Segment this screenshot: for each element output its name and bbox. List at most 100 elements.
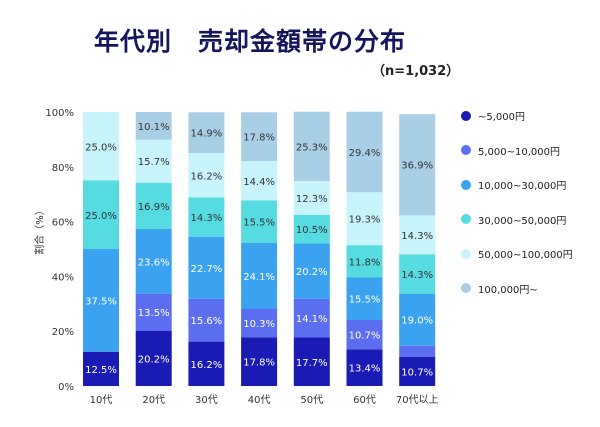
bar-segment [188,341,225,386]
legend-item: 5,000~10,000円 [461,143,573,158]
bar-segment [83,180,119,249]
data-label: 25.0% [85,142,117,153]
data-label: 14.1% [296,314,328,325]
data-label: 19.0% [401,316,433,327]
legend: ~5,000円 5,000~10,000円 10,000~30,000円 30,000… [461,108,573,316]
bar-segment [346,349,383,386]
data-label: 14.3% [401,270,433,281]
bar-segment [188,236,225,299]
bar-segment [135,182,172,229]
bar-segment [346,192,383,246]
data-label: 14.4% [243,177,275,188]
legend-swatch-icon [461,283,471,294]
bar-segment [241,200,278,243]
data-label: 19.3% [349,215,381,226]
data-label: 10.7% [349,331,381,342]
legend-item: 100,000円~ [461,281,573,296]
data-label: 10.5% [296,225,328,236]
bar-segment [188,153,225,198]
bar-segment [241,337,278,386]
data-label: 14.3% [191,213,223,224]
x-tick-label: 10代 [90,394,113,406]
data-label: 13.5% [138,308,170,319]
y-tick-label: 60% [52,218,74,229]
bar-segment [346,111,383,193]
x-tick-label: 70代以上 [396,394,439,406]
bar-segment [399,254,436,294]
data-label: 17.8% [243,133,275,144]
data-label: 12.3% [296,194,328,205]
data-label: 25.3% [296,142,328,153]
bar-segment [293,337,330,386]
legend-label: 100,000円~ [478,284,538,296]
y-tick-label: 80% [52,163,74,174]
legend-item: 50,000~100,000円 [461,246,573,261]
legend-label: 5,000~10,000円 [478,146,560,158]
legend-swatch-icon [461,179,471,190]
bar-segment [241,161,278,201]
bar-segment [346,319,383,350]
data-label: 15.7% [138,157,170,168]
bar-segment [346,245,383,278]
legend-swatch-icon [461,145,471,156]
bar-segment [135,228,172,294]
legend-item: 10,000~30,000円 [461,177,573,192]
data-label: 29.4% [349,148,381,159]
legend-item: 30,000~50,000円 [461,212,573,227]
bar-segment [135,293,172,331]
data-label: 16.2% [191,360,223,371]
bar-segment [293,298,330,338]
bar-segment [293,214,330,244]
x-tick-label: 30代 [195,394,218,406]
data-label: 15.5% [243,218,275,229]
x-tick-label: 40代 [248,394,271,406]
data-label: 15.5% [349,295,381,306]
legend-label: 10,000~30,000円 [478,181,567,193]
data-label: 16.9% [138,202,170,213]
data-label: 10.1% [138,122,170,133]
y-tick-label: 40% [52,272,74,283]
legend-label: 50,000~100,000円 [478,250,573,262]
bar-segment [188,112,225,154]
data-label: 17.7% [296,358,328,369]
data-label: 10.7% [401,367,433,378]
data-label: 13.4% [349,364,381,375]
chart-subtitle: （n=1,032） [372,64,460,79]
legend-swatch-icon [461,110,471,121]
y-tick-label: 100% [45,108,74,119]
data-label: 23.6% [138,257,170,268]
legend-label: ~5,000円 [478,112,526,123]
data-label: 17.8% [243,358,275,369]
data-label: 11.8% [349,257,381,268]
data-label: 37.5% [85,296,117,307]
bar-segment [399,293,436,346]
data-label: 15.6% [191,316,223,327]
x-tick-label: 60代 [353,394,376,406]
bar-segment [399,114,436,216]
bar-segment [293,111,330,182]
bar-segment [83,112,119,181]
y-tick-label: 20% [52,327,74,338]
data-label: 25.0% [85,211,117,222]
bar-segment [399,356,436,386]
legend-swatch-icon [461,214,471,225]
data-label: 24.1% [243,272,275,283]
data-label: 10.3% [243,319,275,330]
data-label: 16.2% [191,171,223,182]
chart-title: 年代別 売却金額帯の分布 [93,27,406,56]
x-tick-label: 50代 [300,394,323,406]
legend-item: ~5,000円 [461,108,573,123]
bar-segment [135,112,172,140]
data-label: 36.9% [401,161,433,172]
legend-label: 30,000~50,000円 [478,215,567,227]
data-label: 20.2% [296,267,328,278]
bar-segment [399,345,436,357]
bar-segment [241,242,278,310]
bar-segment [83,249,119,352]
bar-segment [135,139,172,183]
data-label: 12.5% [85,365,117,376]
data-label: 14.3% [401,231,433,242]
bar-segment [399,215,436,255]
bar-segment [83,351,119,386]
